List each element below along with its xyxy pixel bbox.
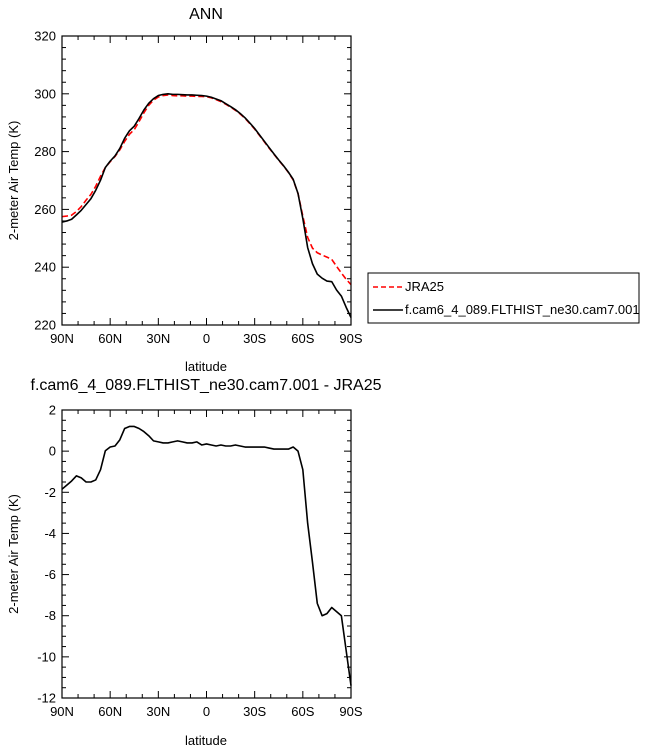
y-tick-label: 280 xyxy=(34,144,56,159)
chart-marks xyxy=(61,93,352,318)
y-tick-label: 300 xyxy=(34,86,56,101)
axis-ticks: 90N 60N 30N 0 30S 60S 90S -12 -10 -8 -6 -4 -2 0 2 xyxy=(37,403,363,720)
x-tick-label: 0 xyxy=(203,331,210,346)
x-tick-label: 60S xyxy=(291,331,314,346)
x-tick-label: 30N xyxy=(146,704,170,719)
y-tick-label: 220 xyxy=(34,318,56,333)
chart-title: ANN xyxy=(189,6,223,23)
y-tick-label: -12 xyxy=(37,691,56,706)
y-tick-label: 2 xyxy=(49,403,56,418)
series-line-0 xyxy=(61,425,352,686)
x-tick-label: 60N xyxy=(98,331,122,346)
y-tick-label: 0 xyxy=(49,444,56,459)
y-axis-label: 2-meter Air Temp (K) xyxy=(6,121,21,241)
y-tick-label: -10 xyxy=(37,649,56,664)
y-tick-label: -2 xyxy=(44,485,56,500)
y-tick-label: -6 xyxy=(44,567,56,582)
series-line-1 xyxy=(61,93,352,318)
axis-ticks: 90N 60N 30N 0 30S 60S 90S 220 240 260 280 300 320 xyxy=(34,29,363,347)
chart-panel-difference: f.cam6_4_089.FLTHIST_ne30.cam7.001 - JRA… xyxy=(6,377,382,748)
legend-label-jra25: JRA25 xyxy=(405,279,444,294)
legend-box xyxy=(367,272,640,324)
legend-label-model: f.cam6_4_089.FLTHIST_ne30.cam7.001 xyxy=(405,302,640,317)
y-tick-label: -8 xyxy=(44,608,56,623)
y-axis-label: 2-meter Air Temp (K) xyxy=(6,494,21,614)
y-tick-label: 320 xyxy=(34,29,56,44)
series-line-0 xyxy=(61,94,352,286)
plot-frame xyxy=(61,35,352,326)
x-axis-label: latitude xyxy=(185,359,227,374)
x-tick-label: 90S xyxy=(339,704,362,719)
x-tick-label: 90S xyxy=(339,331,362,346)
y-tick-label: 240 xyxy=(34,260,56,275)
x-tick-label: 30S xyxy=(243,704,266,719)
chart-title: f.cam6_4_089.FLTHIST_ne30.cam7.001 - JRA… xyxy=(31,377,382,394)
y-tick-label: 260 xyxy=(34,202,56,217)
chart-panel-annual-mean: ANN 90N 60N 30N 0 30S 60S 90S 220 240 260 280 300 32… xyxy=(6,6,363,374)
x-tick-label: 30N xyxy=(146,331,170,346)
x-tick-label: 60S xyxy=(291,704,314,719)
x-tick-label: 60N xyxy=(98,704,122,719)
x-tick-label: 90N xyxy=(50,331,74,346)
x-tick-label: 0 xyxy=(203,704,210,719)
chart-marks xyxy=(61,425,352,686)
x-tick-label: 30S xyxy=(243,331,266,346)
x-tick-label: 90N xyxy=(50,704,74,719)
legend: JRA25 f.cam6_4_089.FLTHIST_ne30.cam7.001 xyxy=(367,272,640,324)
x-axis-label: latitude xyxy=(185,733,227,748)
y-tick-label: -4 xyxy=(44,526,56,541)
